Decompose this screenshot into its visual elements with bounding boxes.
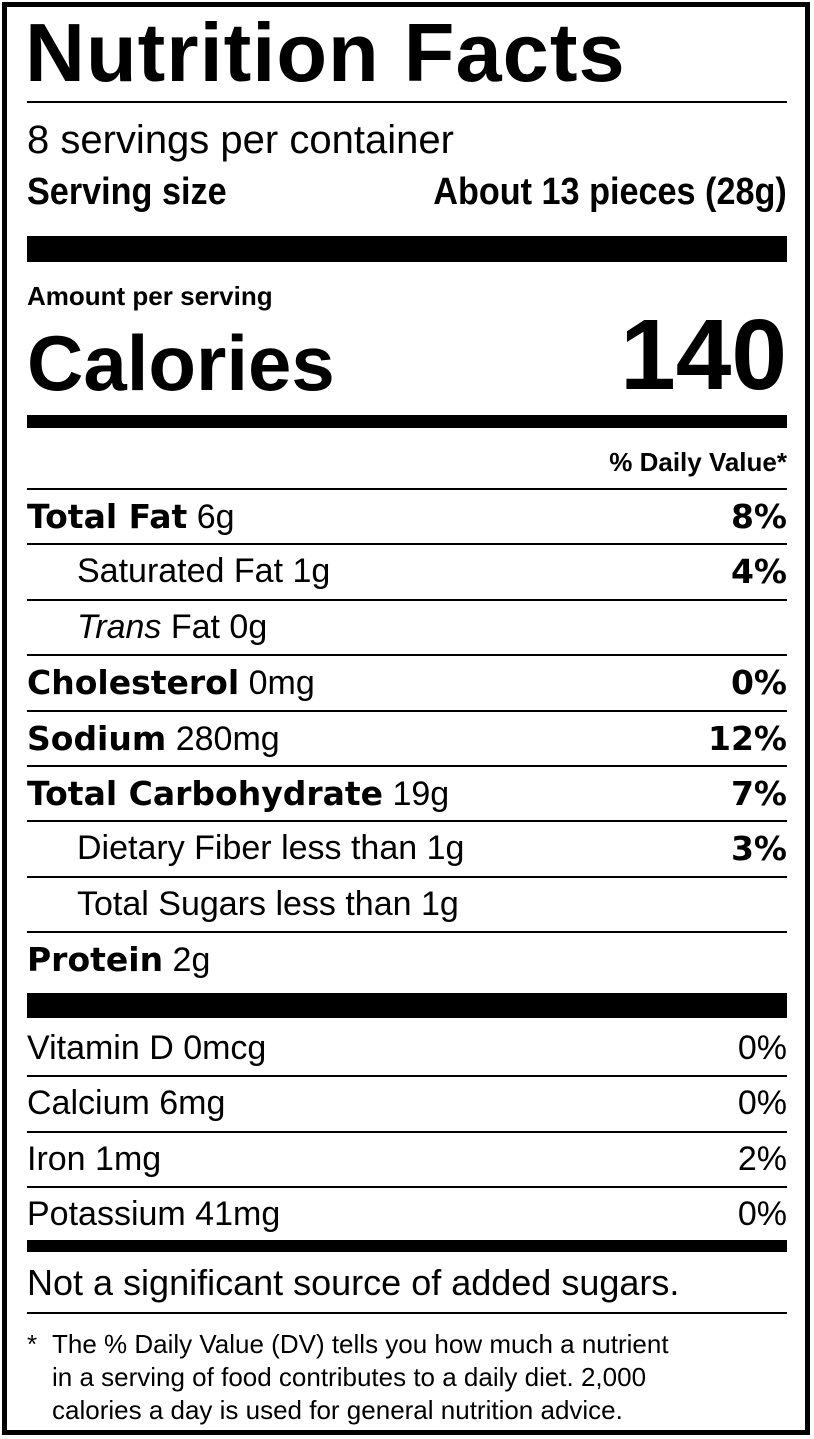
nutrient-amount: 1g [292, 552, 331, 591]
thick-bar [27, 993, 787, 1018]
vitamin-name: Iron 1mg [27, 1139, 162, 1178]
nutrient-name: Fat [170, 607, 220, 646]
nutrient-dv: 12% [708, 718, 787, 758]
nutrient-italic: Trans [77, 607, 162, 646]
nutrient-dv: 4% [730, 552, 787, 592]
nutrient-name: Total Fat [27, 497, 188, 536]
thick-bar [27, 236, 787, 262]
rule [27, 709, 787, 712]
nutrient-row: Trans Fat 0g [27, 600, 787, 655]
rule [27, 1130, 787, 1133]
footnote-line: in a serving of food contributes to a da… [52, 1362, 647, 1392]
footnote-mark: * [27, 1329, 38, 1359]
medium-bar [27, 415, 787, 428]
nutrient-text: Total Sugars less than 1g [77, 877, 459, 932]
vitamin-dv: 0% [737, 1029, 787, 1067]
rule [27, 1075, 787, 1078]
rule [27, 654, 787, 657]
nutrient-row: Sodium 280mg 12% [27, 711, 787, 766]
nutrient-amount: 280mg [175, 719, 280, 758]
nutrient-amount: 0g [229, 607, 268, 646]
nutrient-dv: 7% [730, 774, 787, 813]
vitamin-name: Calcium 6mg [27, 1084, 226, 1123]
rule [27, 488, 787, 490]
servings: 8 servings per container [27, 118, 454, 162]
nutrient-dv: 0% [730, 663, 787, 703]
vitamin-dv: 0% [737, 1084, 787, 1123]
nutrient-amount: 19g [392, 775, 450, 813]
rule [27, 598, 787, 601]
vitamin-dv: 2% [737, 1139, 787, 1178]
note: Not a significant source of added sugars… [27, 1262, 680, 1303]
daily-value-header: % Daily Value* [609, 447, 787, 477]
vitamin-row: Potassium 41mg 0% [27, 1187, 787, 1242]
nutrient-amount: less than 1g [281, 829, 465, 868]
nutrient-dv: 3% [730, 829, 787, 869]
vitamin-row: Calcium 6mg 0% [27, 1076, 787, 1131]
nutrient-text: Saturated Fat 1g [77, 544, 330, 599]
nutrient-amount: 6g [196, 498, 235, 536]
nutrient-dv: 8% [730, 497, 787, 536]
title: Nutrition Facts [25, 6, 626, 99]
calories-value: 140 [620, 299, 787, 411]
footnote: The % Daily Value (DV) tells you how muc… [52, 1328, 669, 1427]
serving-size-label: Serving size [27, 171, 227, 213]
rule [27, 931, 787, 934]
nutrient-text: Total Carbohydrate 19g [27, 766, 449, 822]
vitamin-row: Iron 1mg 2% [27, 1132, 787, 1187]
nutrient-text: Dietary Fiber less than 1g [77, 821, 464, 876]
serving-size-value: About 13 pieces (28g) [433, 171, 787, 213]
rule [27, 1312, 787, 1314]
nutrient-name: Total Carbohydrate [27, 774, 384, 813]
nutrient-text: Trans Fat 0g [77, 600, 267, 655]
nutrient-row: Protein 2g [27, 932, 787, 987]
nutrient-name: Total Sugars [77, 884, 266, 923]
rule [27, 1186, 787, 1189]
nutrient-name: Dietary Fiber [77, 829, 272, 868]
rule [27, 875, 787, 878]
nutrient-text: Protein 2g [27, 932, 210, 988]
nutrient-text: Total Fat 6g [27, 489, 235, 545]
calories-label: Calories [27, 319, 335, 407]
nutrient-row: Total Carbohydrate 19g 7% [27, 766, 787, 821]
footnote-line: calories a day is used for general nutri… [52, 1395, 623, 1425]
vitamin-name: Potassium 41mg [27, 1195, 281, 1234]
nutrient-row: Total Sugars less than 1g [27, 877, 787, 932]
rule [27, 820, 787, 823]
vitamin-name: Vitamin D 0mcg [27, 1029, 267, 1067]
nutrient-amount: 0mg [248, 664, 315, 703]
nutrient-text: Cholesterol 0mg [27, 655, 315, 711]
nutrient-row: Total Fat 6g 8% [27, 489, 787, 544]
vitamin-row: Vitamin D 0mcg 0% [27, 1021, 787, 1076]
nutrient-row: Dietary Fiber less than 1g 3% [27, 821, 787, 876]
nutrient-amount: 2g [172, 941, 211, 980]
nutrient-name: Saturated Fat [77, 552, 284, 591]
rule [27, 101, 787, 103]
medium-bar [27, 1240, 787, 1252]
rule [27, 543, 787, 546]
nutrient-name: Cholesterol [27, 663, 240, 703]
nutrient-name: Protein [27, 940, 164, 980]
nutrient-amount: less than 1g [275, 884, 459, 923]
amount-per-serving: Amount per serving [27, 281, 273, 311]
nutrient-row: Cholesterol 0mg 0% [27, 655, 787, 710]
nutrient-row: Saturated Fat 1g 4% [27, 544, 787, 599]
footnote-line: The % Daily Value (DV) tells you how muc… [52, 1329, 669, 1359]
rule [27, 765, 787, 767]
nutrient-name: Sodium [27, 718, 167, 758]
vitamin-dv: 0% [737, 1195, 787, 1234]
nutrient-text: Sodium 280mg [27, 711, 280, 767]
